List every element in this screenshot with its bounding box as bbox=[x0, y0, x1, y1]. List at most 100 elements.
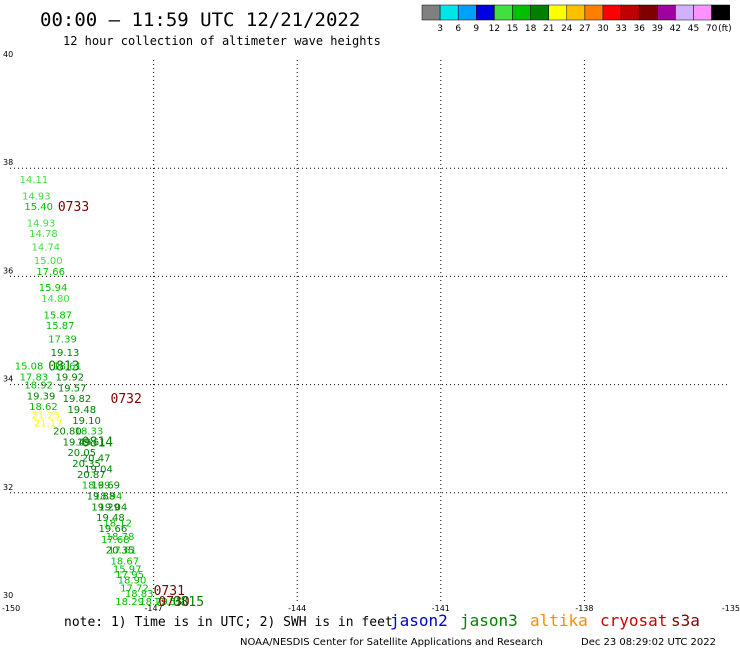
wave-height-value: 21.17 bbox=[34, 418, 63, 429]
legend-s3a: s3a bbox=[671, 611, 700, 630]
wave-height-value: 15.40 bbox=[24, 202, 53, 213]
colorbar-tick-label: 30 bbox=[597, 24, 609, 34]
wave-height-value: 18.79 bbox=[139, 597, 168, 608]
observation-labels: 14.1114.9315.4014.9314.7814.7415.0017.66… bbox=[15, 175, 182, 608]
colorbar-tick-label: 70 bbox=[706, 24, 718, 34]
wave-height-value: 18.92 bbox=[24, 381, 53, 392]
colorbar-swatch bbox=[566, 4, 586, 21]
wave-height-value: 17.68 bbox=[101, 535, 130, 546]
credit-line: NOAA/NESDIS Center for Satellite Applica… bbox=[240, 637, 543, 648]
wave-height-value: 19.13 bbox=[51, 348, 80, 359]
colorbar-unit: (ft) bbox=[718, 24, 732, 34]
wave-height-value: 20.47 bbox=[82, 454, 111, 465]
colorbar-swatch bbox=[657, 4, 676, 21]
colorbar-tick-label: 21 bbox=[543, 24, 554, 34]
wave-height-value: 19.39 bbox=[27, 391, 56, 402]
wave-height-value: 17.39 bbox=[48, 335, 77, 346]
footnote: note: 1) Time is in UTC; 2) SWH is in fe… bbox=[64, 615, 393, 630]
colorbar-tick-label: 45 bbox=[688, 24, 699, 34]
wave-height-value: 17.66 bbox=[36, 267, 65, 278]
colorbar-tick-label: 18 bbox=[525, 24, 537, 34]
wave-height-value: 14.80 bbox=[41, 294, 70, 305]
axis-ticks: -150 -147 -144 -141 -138 -135 30 32 34 36 38 40 bbox=[2, 50, 740, 613]
wave-height-value: 19.61 bbox=[77, 437, 106, 448]
colorbar-swatch bbox=[421, 4, 441, 21]
colorbar-tick-label: 24 bbox=[561, 24, 573, 34]
wave-height-value: 20.05 bbox=[67, 448, 96, 459]
wave-height-value: 19.49 bbox=[63, 437, 92, 448]
wave-height-value: 14.93 bbox=[27, 218, 56, 229]
satellite-legend: jason2 jason3 altika cryosat s3a bbox=[390, 611, 700, 630]
colorbar-swatch bbox=[620, 4, 640, 21]
y-tick-label: 36 bbox=[3, 266, 13, 275]
colorbar-swatch bbox=[476, 4, 495, 21]
wave-height-value: 18.78 bbox=[106, 532, 135, 543]
wave-height-value: 20.35 bbox=[106, 546, 135, 557]
wave-height-value: 15.08 bbox=[15, 362, 44, 373]
pass-time-label: 0732 bbox=[111, 392, 142, 407]
pass-time-label: 0814 bbox=[82, 435, 113, 450]
y-tick-label: 38 bbox=[3, 158, 13, 167]
colorbar-swatch bbox=[548, 4, 568, 21]
colorbar-swatch bbox=[693, 4, 712, 21]
x-tick-label: -141 bbox=[432, 604, 450, 613]
wave-height-value: 19.48 bbox=[96, 513, 125, 524]
colorbar-swatch bbox=[457, 4, 477, 21]
pass-time-label: 0815 bbox=[173, 595, 204, 610]
colorbar-swatch bbox=[439, 4, 459, 21]
chart-subtitle: 12 hour collection of altimeter wave hei… bbox=[63, 34, 381, 48]
wave-height-value: 21.25 bbox=[32, 410, 61, 421]
chart-title: 00:00 – 11:59 UTC 12/21/2022 bbox=[40, 9, 360, 31]
wave-height-value: 15.87 bbox=[44, 310, 73, 321]
colorbar-tick-label: 39 bbox=[652, 24, 664, 34]
wave-height-value: 17.72 bbox=[120, 583, 149, 594]
pass-time-label: 0733 bbox=[58, 200, 89, 215]
wave-height-value: 19.82 bbox=[63, 394, 92, 405]
wave-height-value: 15.00 bbox=[34, 256, 63, 267]
colorbar-swatch bbox=[494, 4, 513, 21]
wave-height-value: 19.66 bbox=[99, 524, 128, 535]
wave-height-value: 19.69 bbox=[91, 481, 120, 492]
wave-height-value: 17.83 bbox=[20, 372, 49, 383]
wave-height-value: 20.80 bbox=[53, 427, 82, 438]
wave-height-value: 19.04 bbox=[99, 502, 128, 513]
wave-height-value: 14.78 bbox=[29, 229, 58, 240]
legend-jason3: jason3 bbox=[460, 611, 518, 630]
y-tick-label: 30 bbox=[3, 591, 13, 600]
wave-height-value: 18.83 bbox=[125, 589, 154, 600]
wave-height-value: 18.94 bbox=[94, 492, 123, 503]
wave-height-value: 14.93 bbox=[22, 191, 51, 202]
wave-height-value: 18.61 bbox=[53, 362, 82, 373]
wave-height-value: 20.87 bbox=[77, 470, 106, 481]
wave-height-colorbar: 3 6 9 12 15 18 21 24 27 30 33 36 39 42 45 70 (ft) bbox=[421, 4, 732, 34]
colorbar-tick-label: 9 bbox=[473, 24, 479, 34]
wave-height-value: 19.57 bbox=[58, 383, 87, 394]
x-tick-label: -144 bbox=[288, 604, 306, 613]
wave-height-value: 20.35 bbox=[72, 459, 101, 470]
x-tick-label: -147 bbox=[145, 604, 163, 613]
x-tick-label: -138 bbox=[575, 604, 593, 613]
colorbar-tick-label: 12 bbox=[489, 24, 500, 34]
colorbar-swatch bbox=[512, 4, 531, 21]
x-tick-label: -150 bbox=[2, 604, 20, 613]
y-tick-label: 34 bbox=[3, 375, 13, 384]
y-tick-label: 32 bbox=[3, 483, 13, 492]
wave-height-value: 17.61 bbox=[108, 546, 137, 557]
colorbar-swatch bbox=[638, 4, 658, 21]
wave-height-value: 18.90 bbox=[118, 575, 147, 586]
pass-time-label: 0730 bbox=[158, 595, 189, 610]
wave-height-value: 18.33 bbox=[75, 427, 104, 438]
wave-height-value: 14.11 bbox=[20, 175, 49, 186]
colorbar-swatch bbox=[602, 4, 622, 21]
wave-height-value: 15.97 bbox=[113, 565, 142, 576]
wave-height-value: 14.74 bbox=[32, 243, 61, 254]
wave-height-value: 15.94 bbox=[39, 283, 68, 294]
colorbar-swatch bbox=[530, 4, 549, 21]
legend-altika: altika bbox=[530, 611, 588, 630]
wave-height-value: 19.10 bbox=[72, 416, 101, 427]
colorbar-tick-label: 36 bbox=[633, 24, 645, 34]
wave-height-value: 18.67 bbox=[111, 556, 140, 567]
wave-height-value: 17.55 bbox=[154, 597, 183, 608]
wave-height-value: 18.62 bbox=[29, 402, 58, 413]
